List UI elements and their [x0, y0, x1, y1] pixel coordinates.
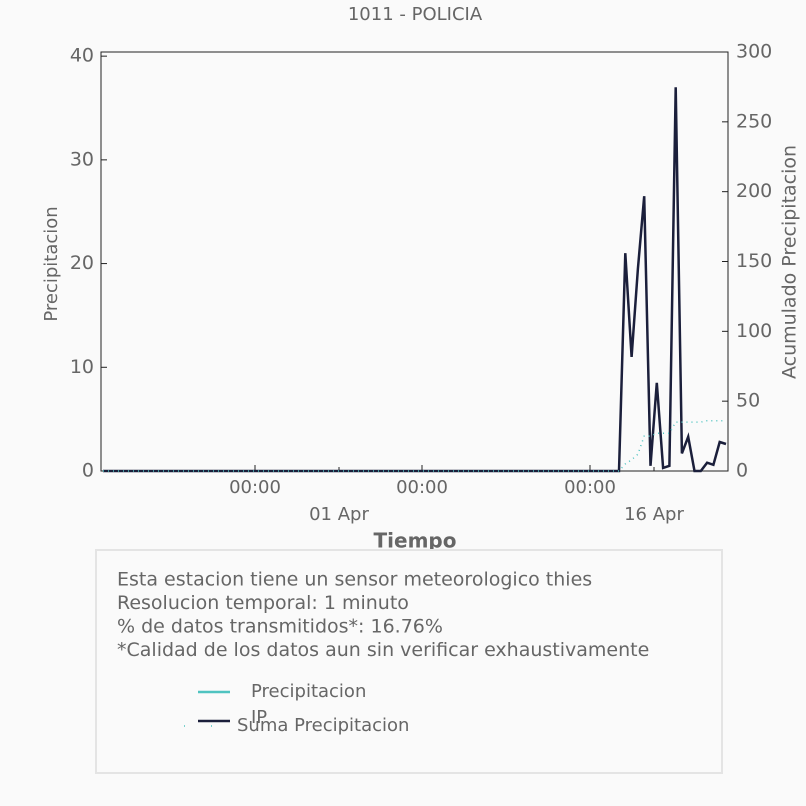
legend-label: IP [251, 707, 267, 728]
y-axis-label: Precipitacion [41, 206, 62, 321]
y-tick-label: 20 [70, 252, 94, 274]
y-tick-label: 10 [70, 356, 94, 378]
series-line [103, 419, 726, 472]
y2-tick-label: 250 [736, 110, 772, 132]
info-line: Resolucion temporal: 1 minuto [117, 592, 409, 614]
x-tick-label: 00:00 [564, 477, 616, 498]
legend-label: Suma Precipitacion [237, 715, 409, 736]
info-line: *Calidad de los datos aun sin verificar … [117, 639, 649, 661]
y2-tick-label: 100 [736, 320, 772, 342]
x-tick-label: 00:00 [396, 477, 448, 498]
y-tick-label: 30 [70, 148, 94, 170]
y2-tick-label: 300 [736, 41, 772, 63]
y-tick-label: 0 [82, 460, 94, 482]
legend-label: Precipitacion [251, 681, 366, 702]
plot-frame [100, 51, 729, 472]
chart-title: 1011 - POLICIA [348, 4, 483, 25]
info-line: Esta estacion tiene un sensor meteorolog… [117, 569, 592, 591]
y2-axis-label: Acumulado Precipitacion [779, 145, 801, 379]
x-date-label: 01 Apr [309, 504, 369, 525]
y2-tick-label: 200 [736, 180, 772, 202]
x-tick-label: 00:00 [229, 477, 281, 498]
y2-tick-label: 150 [736, 250, 772, 272]
info-box [95, 549, 723, 774]
y-tick-label: 40 [70, 45, 94, 67]
y2-tick-label: 50 [736, 390, 760, 412]
y2-tick-label: 0 [736, 460, 748, 482]
x-date-label: 16 Apr [624, 504, 684, 525]
info-line: % de datos transmitidos*: 16.76% [117, 616, 443, 638]
series-line [103, 87, 727, 473]
x-axis-label: Tiempo [374, 529, 457, 553]
